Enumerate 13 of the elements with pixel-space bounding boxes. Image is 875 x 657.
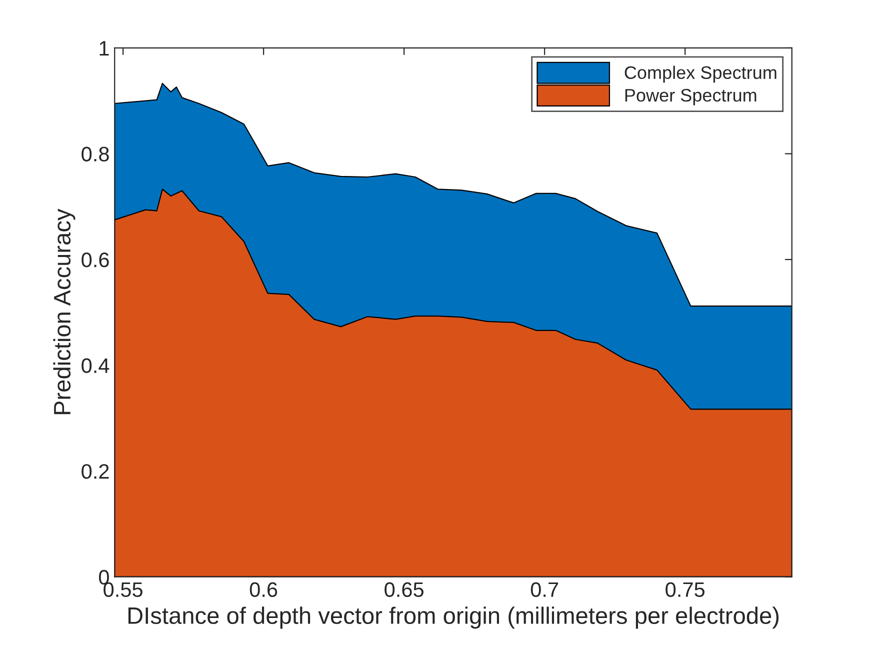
- x-tick-label: 0.7: [530, 582, 558, 598]
- x-tick-label: 0.65: [384, 582, 424, 598]
- y-tick-label: 0.2: [82, 464, 109, 479]
- x-tick-label: 0.6: [250, 582, 278, 598]
- y-tick-label: 0.4: [82, 358, 110, 374]
- y-axis-title: Prediction Accuracy: [53, 208, 76, 414]
- x-axis-title: DIstance of depth vector from origin (millimeters per electrode): [128, 606, 779, 629]
- x-tick-label: 0.75: [666, 582, 704, 598]
- y-tick-label: 0.6: [82, 252, 109, 268]
- y-tick-label: 1: [100, 41, 109, 56]
- legend-label: Power Spectrum: [625, 88, 756, 106]
- legend-label: Complex Spectrum: [624, 66, 776, 83]
- y-tick-label: 0.8: [82, 146, 109, 162]
